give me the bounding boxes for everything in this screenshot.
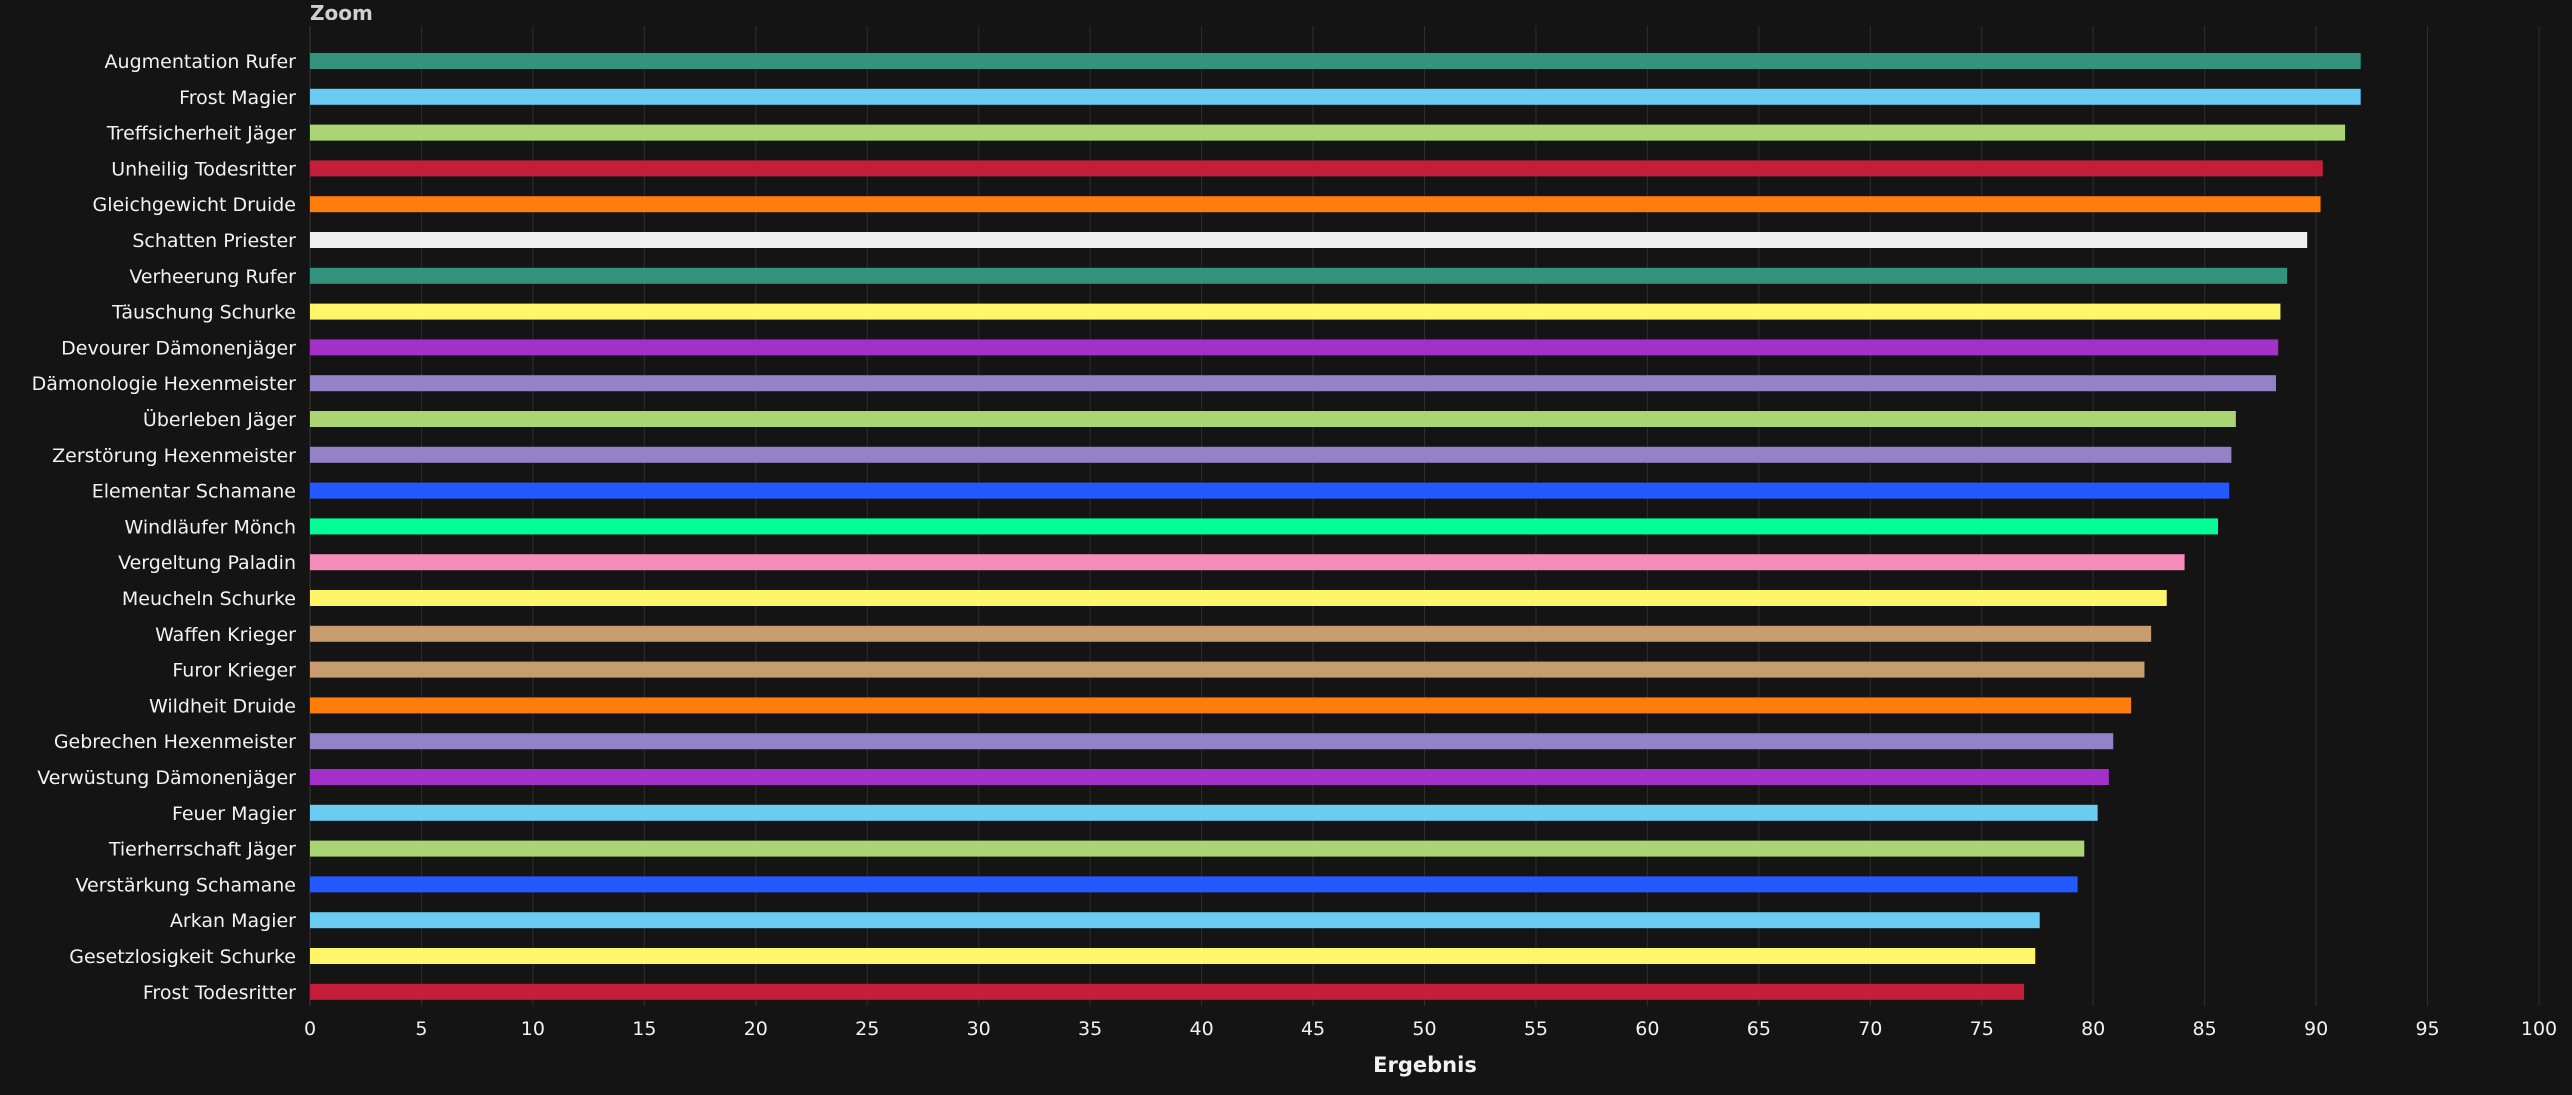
- category-label: Tierherrschaft Jäger: [108, 839, 296, 861]
- x-tick-label: 80: [2081, 1018, 2105, 1040]
- x-tick-label: 45: [1301, 1018, 1325, 1040]
- x-tick-label: 40: [1190, 1018, 1214, 1040]
- category-label: Verwüstung Dämonenjäger: [37, 767, 296, 789]
- category-label: Täuschung Schurke: [111, 302, 296, 324]
- x-axis-ticks: 0 5 10 15 20 25 30 35 40 45 50 55 60 65 70 75 80 85 90 95 10…: [304, 1018, 2557, 1040]
- bar[interactable]: [310, 840, 2085, 857]
- x-tick-label: 35: [1078, 1018, 1102, 1040]
- category-label: Frost Magier: [179, 87, 296, 109]
- bar[interactable]: [310, 124, 2346, 141]
- x-tick-label: 85: [2193, 1018, 2217, 1040]
- bar[interactable]: [310, 267, 2288, 284]
- category-label: Vergeltung Paladin: [118, 552, 296, 574]
- category-label: Verstärkung Schamane: [75, 874, 296, 896]
- bar[interactable]: [310, 303, 2281, 320]
- bar[interactable]: [310, 554, 2185, 571]
- x-tick-label: 65: [1747, 1018, 1771, 1040]
- bar[interactable]: [310, 625, 2152, 642]
- x-tick-label: 70: [1858, 1018, 1882, 1040]
- bar[interactable]: [310, 733, 2114, 750]
- bar[interactable]: [310, 411, 2236, 427]
- x-tick-label: 90: [2304, 1018, 2328, 1040]
- category-label: Wildheit Druide: [149, 695, 296, 717]
- category-label: Überleben Jäger: [143, 408, 296, 431]
- x-tick-label: 75: [1970, 1018, 1994, 1040]
- bar[interactable]: [310, 697, 2132, 714]
- category-label: Dämonologie Hexenmeister: [32, 373, 297, 395]
- bars: [310, 53, 2361, 1000]
- category-label: Augmentation Rufer: [105, 51, 297, 73]
- category-label: Feuer Magier: [172, 803, 296, 825]
- category-label: Zerstörung Hexenmeister: [52, 445, 296, 467]
- x-tick-label: 15: [632, 1018, 656, 1040]
- bar[interactable]: [310, 160, 2323, 177]
- bar[interactable]: [310, 590, 2167, 606]
- x-tick-label: 95: [2415, 1018, 2439, 1040]
- category-label: Windläufer Mönch: [125, 516, 297, 538]
- category-label: Waffen Krieger: [155, 624, 296, 646]
- category-label: Treffsicherheit Jäger: [106, 123, 296, 145]
- x-tick-label: 0: [304, 1018, 316, 1040]
- category-labels: Augmentation Rufer Frost Magier Treffsiche…: [32, 51, 297, 1004]
- bar[interactable]: [310, 53, 2361, 69]
- bar[interactable]: [310, 769, 2109, 785]
- category-label: Gebrechen Hexenmeister: [54, 731, 296, 753]
- bar[interactable]: [310, 983, 2025, 1000]
- bar[interactable]: [310, 196, 2321, 213]
- x-tick-label: 5: [415, 1018, 427, 1040]
- bar[interactable]: [310, 232, 2308, 248]
- category-label: Schatten Priester: [132, 230, 296, 252]
- bar[interactable]: [310, 948, 2036, 964]
- category-label: Gesetzlosigkeit Schurke: [69, 946, 296, 968]
- x-tick-label: 100: [2521, 1018, 2557, 1040]
- bar[interactable]: [310, 661, 2145, 678]
- bar[interactable]: [310, 339, 2279, 356]
- x-axis-title: Ergebnis: [1373, 1053, 1477, 1077]
- x-tick-label: 50: [1412, 1018, 1436, 1040]
- x-tick-label: 10: [521, 1018, 545, 1040]
- bar[interactable]: [310, 518, 2219, 535]
- bar[interactable]: [310, 446, 2232, 463]
- bar[interactable]: [310, 375, 2276, 392]
- category-label: Gleichgewicht Druide: [92, 194, 296, 216]
- x-tick-label: 60: [1635, 1018, 1659, 1040]
- x-tick-label: 55: [1524, 1018, 1548, 1040]
- category-label: Arkan Magier: [170, 910, 296, 932]
- category-label: Furor Krieger: [172, 660, 296, 682]
- category-label: Meucheln Schurke: [122, 588, 296, 610]
- x-tick-label: 25: [855, 1018, 879, 1040]
- category-label: Verheerung Rufer: [129, 266, 296, 288]
- zoom-label[interactable]: Zoom: [310, 2, 373, 20]
- x-tick-label: 20: [744, 1018, 768, 1040]
- bar[interactable]: [310, 482, 2230, 499]
- bar[interactable]: [310, 88, 2361, 105]
- category-label: Elementar Schamane: [92, 481, 296, 503]
- x-tick-label: 30: [967, 1018, 991, 1040]
- category-label: Unheilig Todesritter: [111, 158, 296, 180]
- category-label: Devourer Dämonenjäger: [61, 337, 296, 359]
- bar[interactable]: [310, 912, 2040, 929]
- category-label: Frost Todesritter: [143, 982, 296, 1004]
- bar[interactable]: [310, 876, 2078, 893]
- bar[interactable]: [310, 804, 2098, 821]
